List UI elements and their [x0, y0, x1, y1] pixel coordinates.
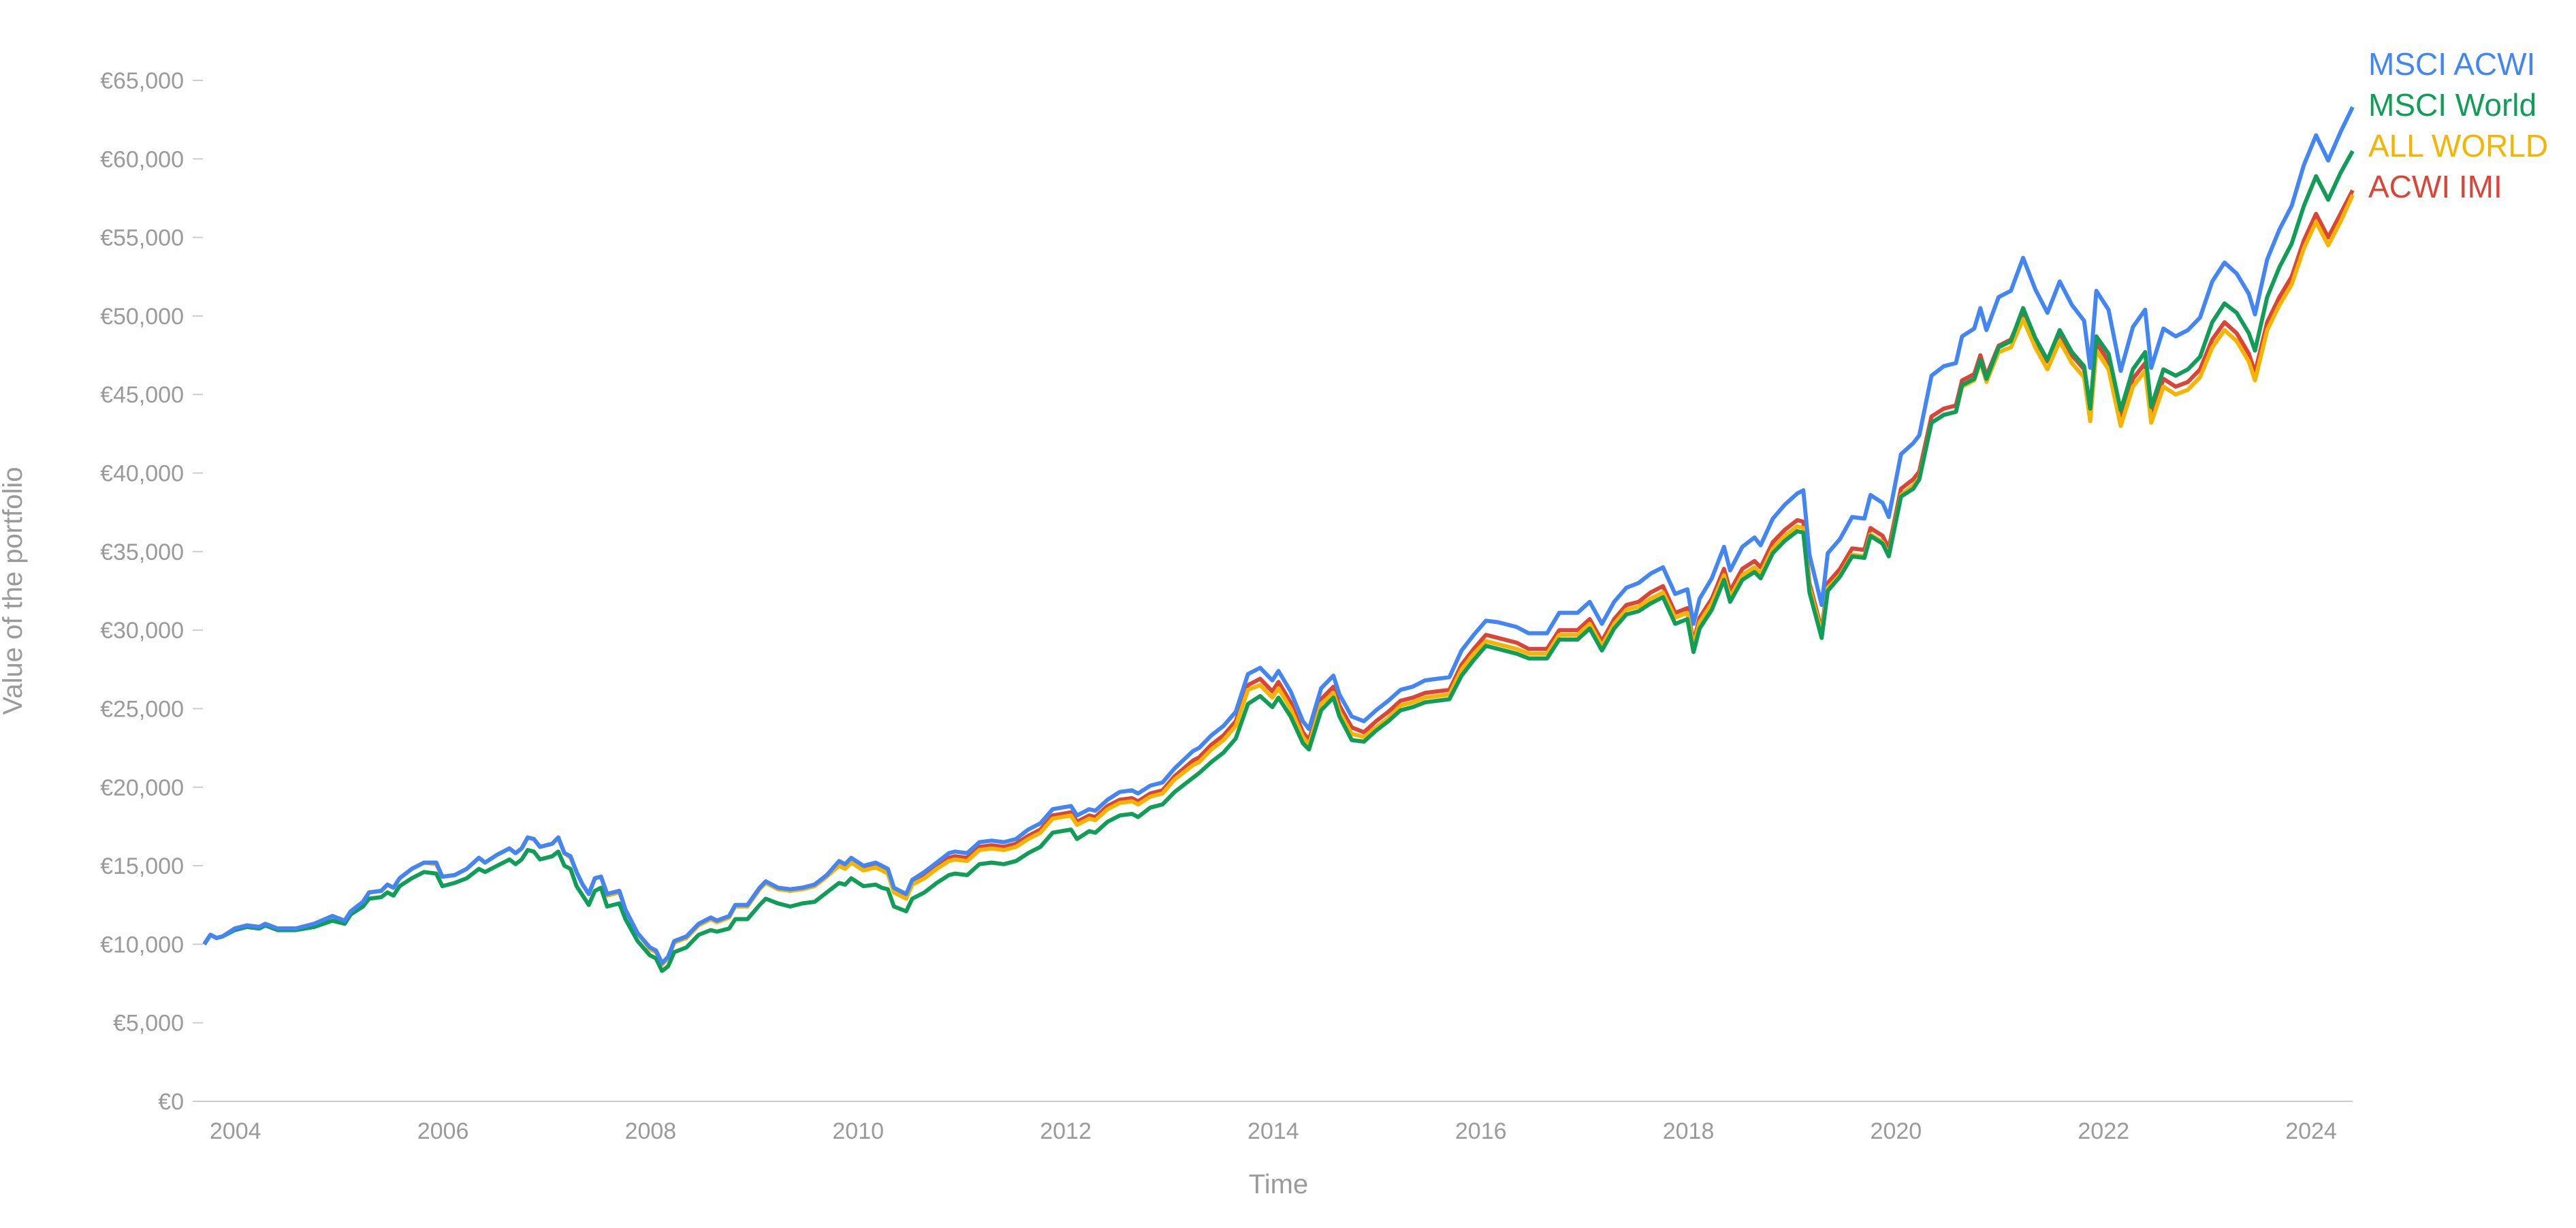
- series-line-acwi-imi: [202, 189, 2355, 966]
- legend-item-acwi-imi: ACWI IMI: [2368, 169, 2502, 204]
- y-tick-label: €65,000: [100, 68, 184, 94]
- x-axis: 2004 2006 2008 2010 2012 2014 2016 2018 2020 2022…: [210, 1118, 2337, 1144]
- x-tick-label: 2012: [1040, 1118, 1092, 1144]
- y-tick-label: €5,000: [113, 1011, 184, 1037]
- legend-item-msci-acwi: MSCI ACWI: [2368, 46, 2535, 82]
- series-lines: [202, 106, 2355, 973]
- x-tick-label: 2008: [625, 1118, 677, 1144]
- x-tick-label: 2016: [1455, 1118, 1507, 1144]
- y-tick-label: €35,000: [100, 539, 184, 565]
- x-tick-label: 2018: [1663, 1118, 1715, 1144]
- x-tick-label: 2024: [2285, 1118, 2337, 1144]
- y-tick-label: €60,000: [100, 146, 184, 172]
- x-tick-label: 2004: [210, 1118, 261, 1144]
- series-line-msci-acwi: [202, 106, 2355, 966]
- legend-item-all-world: ALL WORLD: [2368, 128, 2548, 163]
- x-axis-title: Time: [1249, 1169, 1308, 1199]
- legend-item-msci-world: MSCI World: [2368, 87, 2537, 123]
- y-tick-label: €55,000: [100, 225, 184, 251]
- y-axis-title: Value of the portfolio: [0, 467, 28, 715]
- y-axis: €0 €5,000 €10,000 €15,000 €20,000 €25,000 €30,…: [100, 68, 203, 1115]
- y-tick-label: €15,000: [100, 853, 184, 879]
- y-tick-label: €40,000: [100, 461, 184, 487]
- y-tick-label: €25,000: [100, 696, 184, 722]
- x-tick-label: 2006: [417, 1118, 469, 1144]
- y-tick-label: €10,000: [100, 932, 184, 958]
- y-tick-label: €50,000: [100, 304, 184, 330]
- y-tick-label: €0: [158, 1089, 184, 1115]
- x-tick-label: 2020: [1871, 1118, 1922, 1144]
- legend: MSCI ACWI MSCI World ALL WORLD ACWI IMI: [2368, 46, 2548, 204]
- y-tick-label: €20,000: [100, 775, 184, 801]
- y-tick-label: €45,000: [100, 382, 184, 408]
- x-tick-label: 2022: [2078, 1118, 2129, 1144]
- x-tick-label: 2014: [1247, 1118, 1299, 1144]
- series-line-msci-world: [202, 150, 2355, 973]
- x-tick-label: 2010: [832, 1118, 884, 1144]
- y-tick-label: €30,000: [100, 618, 184, 644]
